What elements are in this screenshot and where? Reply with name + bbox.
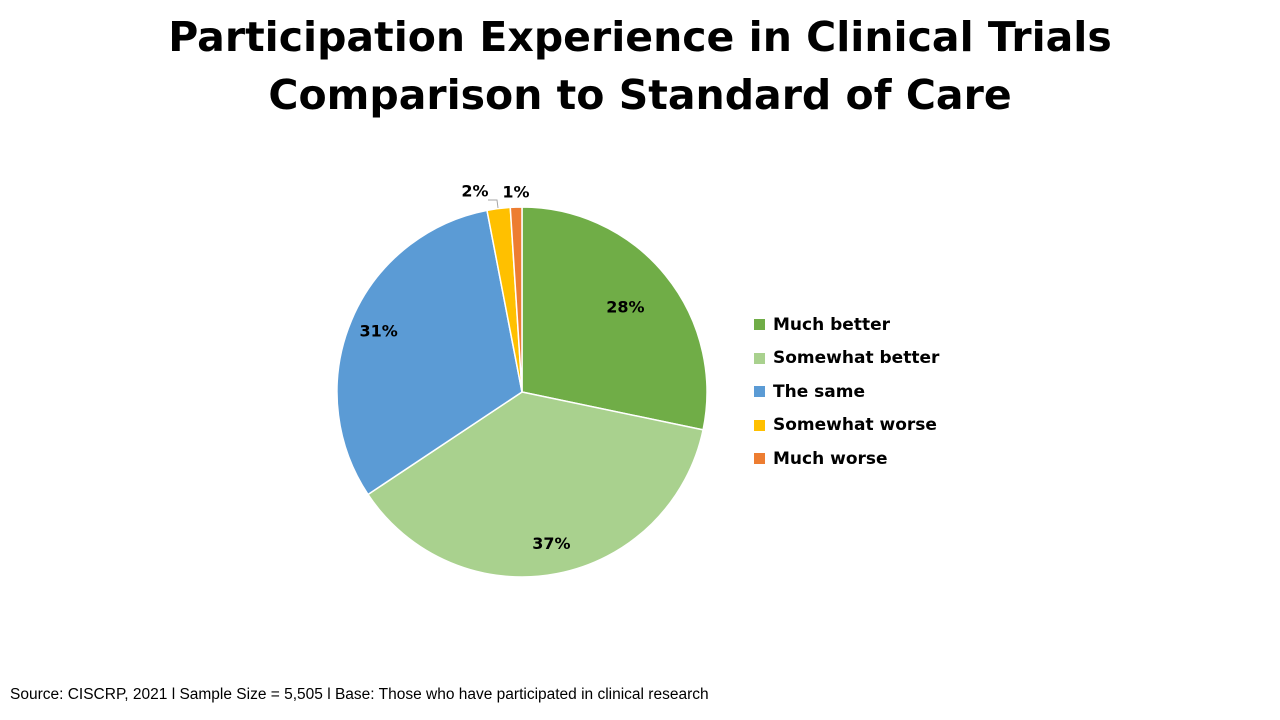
data-label-much-worse: 1% xyxy=(502,183,529,202)
chart-title: Participation Experience in Clinical Tri… xyxy=(0,8,1280,124)
chart-legend: Much better Somewhat better The same Somewh… xyxy=(754,308,939,476)
legend-item-much-worse: Much worse xyxy=(754,442,939,476)
pie-slice-somewhat-better xyxy=(366,391,704,578)
data-label-somewhat-worse: 2% xyxy=(461,182,488,201)
leader-line xyxy=(488,199,499,209)
pie-slice-the-same xyxy=(336,209,523,496)
legend-swatch xyxy=(754,319,765,331)
legend-item-somewhat-worse: Somewhat worse xyxy=(754,409,939,443)
source-note: Source: CISCRP, 2021 l Sample Size = 5,5… xyxy=(10,686,709,703)
legend-label: Somewhat worse xyxy=(773,415,937,436)
chart-subtitle-line: Comparison to Standard of Care xyxy=(268,71,1012,119)
legend-label: The same xyxy=(773,381,865,402)
pie-slice-much-worse xyxy=(509,206,523,393)
legend-item-the-same: The same xyxy=(754,375,939,409)
data-label-the-same: 31% xyxy=(360,321,398,340)
legend-swatch xyxy=(754,453,765,465)
legend-item-somewhat-better: Somewhat better xyxy=(754,342,939,376)
legend-swatch xyxy=(754,386,765,398)
legend-label: Somewhat better xyxy=(773,348,940,369)
chart-title-line: Participation Experience in Clinical Tri… xyxy=(168,13,1112,61)
legend-label: Much better xyxy=(773,314,890,335)
legend-swatch xyxy=(754,419,765,431)
legend-swatch xyxy=(754,352,765,364)
data-label-much-better: 28% xyxy=(606,298,644,317)
legend-label: Much worse xyxy=(773,448,888,469)
pie-slice-much-better xyxy=(521,206,708,431)
data-label-somewhat-better: 37% xyxy=(532,534,570,553)
legend-item-much-better: Much better xyxy=(754,308,939,342)
